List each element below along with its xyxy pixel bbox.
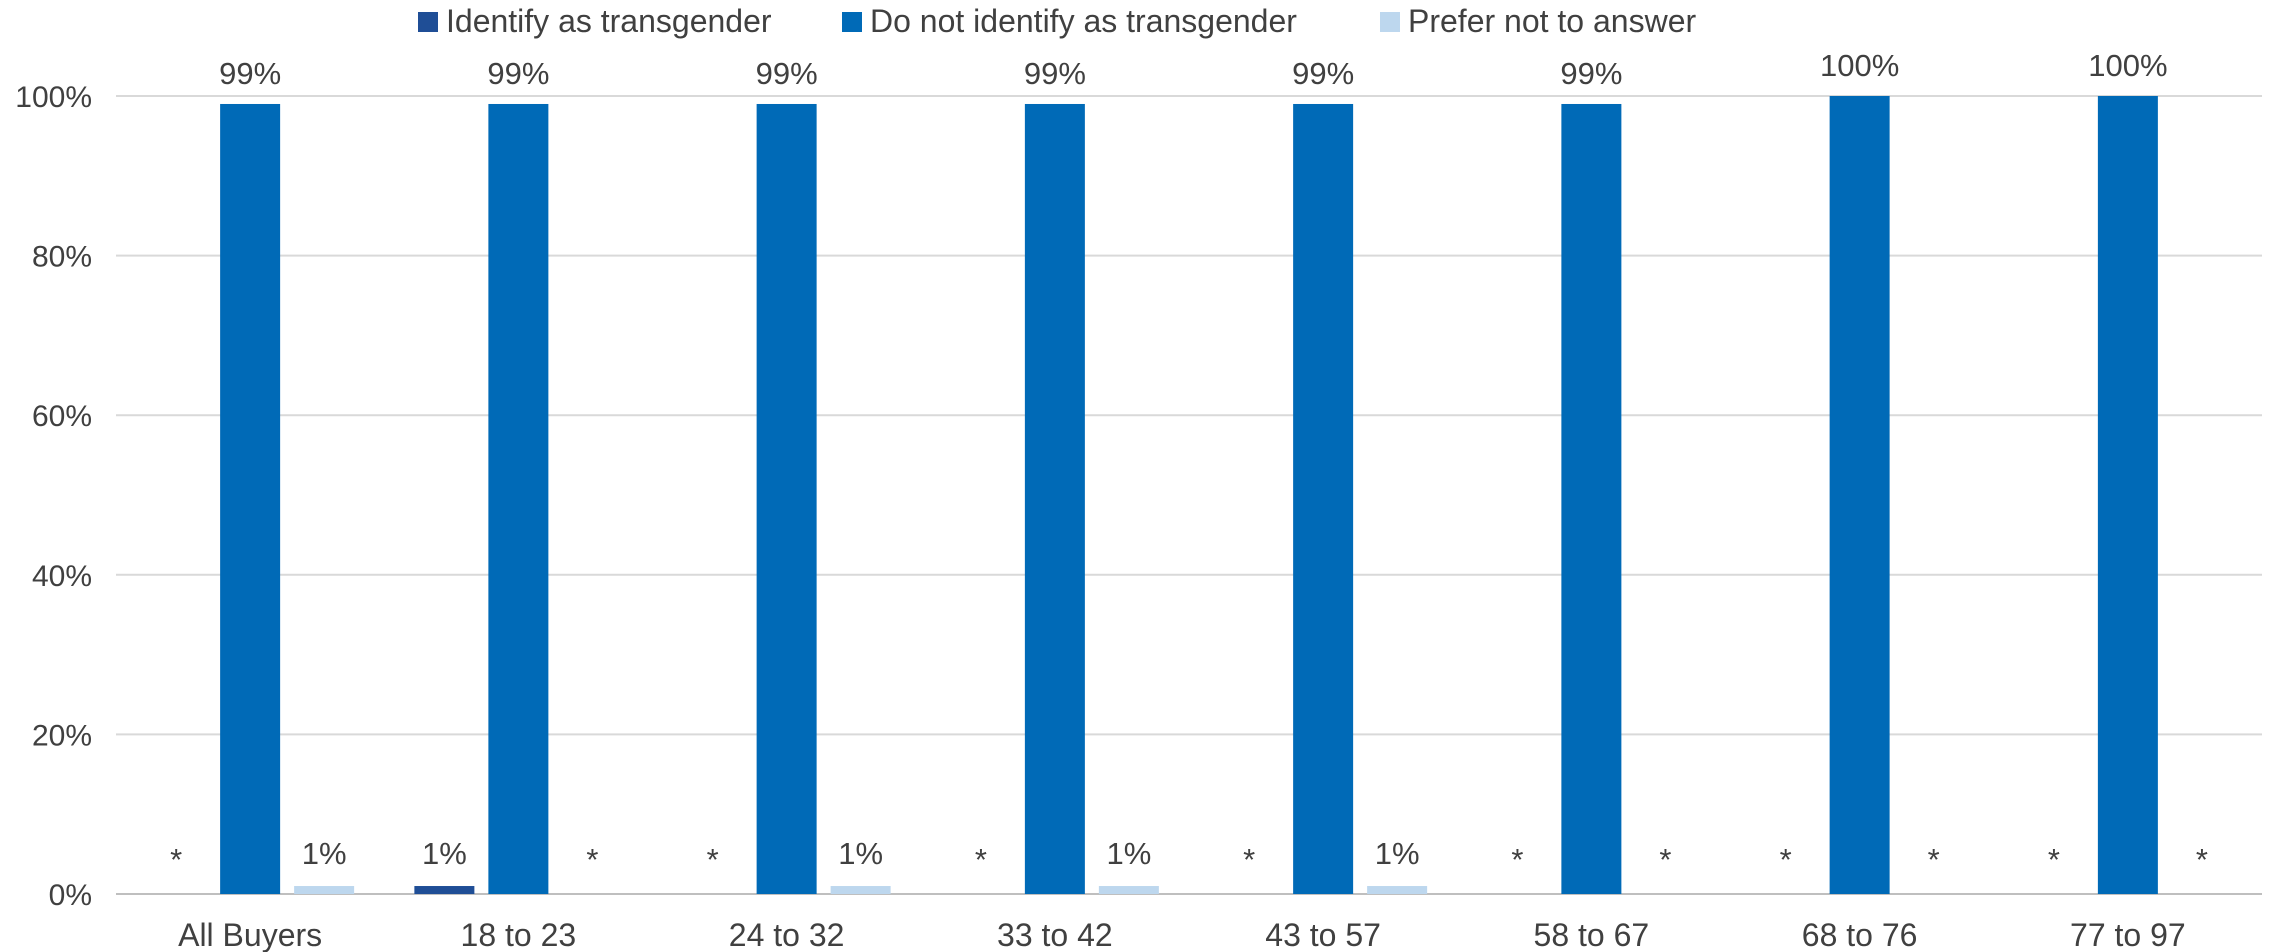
data-label: 100%: [1820, 48, 1899, 83]
bar-do-not-identify-as-transgender: [1293, 103, 1354, 895]
y-axis-ticks: 0% 20% 40% 60% 80% 100%: [15, 81, 92, 912]
gridlines: [116, 95, 2262, 895]
data-label: *: [2196, 842, 2208, 877]
bar-do-not-identify-as-transgender: [1829, 96, 1890, 894]
data-label: *: [2048, 842, 2060, 877]
data-label: 1%: [1375, 836, 1420, 871]
legend-swatch: [418, 12, 438, 32]
y-tick-label: 80%: [32, 241, 92, 274]
x-tick-label: 43 to 57: [1265, 917, 1381, 952]
data-label: 99%: [219, 56, 281, 91]
data-label: *: [170, 842, 182, 877]
y-tick-label: 40%: [32, 560, 92, 593]
bar-do-not-identify-as-transgender: [1561, 103, 1622, 895]
x-tick-label: 24 to 32: [729, 917, 845, 952]
bars: [220, 96, 2158, 895]
y-tick-label: 20%: [32, 719, 92, 752]
bar-prefer-not-to-answer: [1098, 886, 1159, 894]
bar-do-not-identify-as-transgender: [488, 103, 549, 895]
bar-do-not-identify-as-transgender: [756, 103, 817, 895]
data-label: 99%: [487, 56, 549, 91]
y-tick-label: 100%: [15, 81, 92, 114]
x-tick-label: 77 to 97: [2070, 917, 2186, 952]
data-label: *: [1780, 842, 1792, 877]
x-tick-label: 33 to 42: [997, 917, 1113, 952]
data-label: 100%: [2088, 48, 2167, 83]
x-tick-label: 68 to 76: [1802, 917, 1918, 952]
legend-item: Do not identify as transgender: [842, 3, 1297, 39]
legend-label: Do not identify as transgender: [870, 3, 1297, 39]
x-axis-labels: All Buyers 18 to 23 24 to 32 33 to 42 43 to …: [178, 917, 2186, 952]
bar-prefer-not-to-answer: [294, 886, 355, 894]
legend-swatch: [1380, 12, 1400, 32]
data-label: 99%: [756, 56, 818, 91]
x-tick-label: 58 to 67: [1534, 917, 1650, 952]
y-tick-label: 0%: [49, 879, 92, 912]
data-label: *: [586, 842, 598, 877]
legend-item: Prefer not to answer: [1380, 3, 1696, 39]
data-label: *: [1511, 842, 1523, 877]
data-label: 99%: [1292, 56, 1354, 91]
data-label: 1%: [1106, 836, 1151, 871]
data-label: *: [1659, 842, 1671, 877]
data-labels: * 99% 1% 1% 99% * * 99% 1% * 99% 1% * 99% 1% * 99% * * 100%…: [170, 48, 2208, 877]
data-label: 1%: [302, 836, 347, 871]
data-label: *: [1928, 842, 1940, 877]
x-tick-label: 18 to 23: [461, 917, 577, 952]
data-label: 99%: [1024, 56, 1086, 91]
data-label: *: [1243, 842, 1255, 877]
bar-prefer-not-to-answer: [830, 886, 891, 894]
bar-prefer-not-to-answer: [1367, 886, 1428, 894]
bar-do-not-identify-as-transgender: [220, 103, 281, 895]
data-label: *: [707, 842, 719, 877]
bar-do-not-identify-as-transgender: [2097, 96, 2158, 894]
legend-swatch: [842, 12, 862, 32]
bar-identify-as-transgender: [414, 886, 475, 894]
x-tick-label: All Buyers: [178, 917, 322, 952]
bar-do-not-identify-as-transgender: [1024, 103, 1085, 895]
y-tick-label: 60%: [32, 400, 92, 433]
data-label: 99%: [1560, 56, 1622, 91]
data-label: *: [975, 842, 987, 877]
legend-label: Identify as transgender: [446, 3, 772, 39]
legend-item: Identify as transgender: [418, 3, 772, 39]
legend: Identify as transgender Do not identify a…: [418, 3, 1696, 39]
data-label: 1%: [422, 836, 467, 871]
data-label: 1%: [838, 836, 883, 871]
legend-label: Prefer not to answer: [1408, 3, 1696, 39]
